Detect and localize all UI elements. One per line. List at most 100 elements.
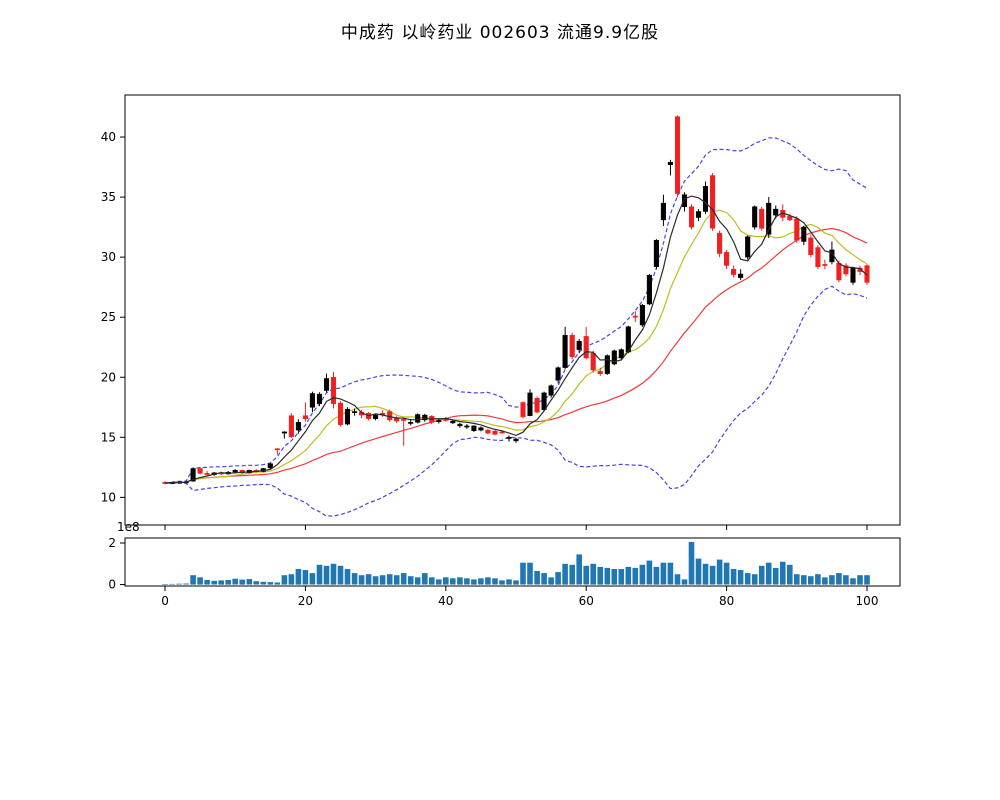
candle-body — [499, 431, 505, 434]
candle-body — [562, 334, 568, 368]
volume-bar — [625, 566, 632, 585]
candle-body — [548, 385, 554, 396]
candle-body — [541, 392, 547, 410]
volume-bar — [372, 576, 379, 585]
volume-bar — [850, 578, 856, 585]
volume-bar — [829, 575, 835, 585]
candle-body — [197, 468, 203, 474]
tick-label: 2 — [108, 536, 116, 550]
tick-label: 20 — [101, 370, 116, 384]
volume-bar — [260, 581, 267, 585]
ma-slow-line — [164, 227, 868, 484]
candle-body — [513, 438, 519, 442]
candle-body — [457, 423, 463, 427]
volume-bar — [358, 575, 365, 585]
volume-bar — [309, 573, 316, 585]
volume-bar — [386, 574, 393, 585]
volume-bar — [815, 574, 821, 585]
volume-bar — [681, 579, 688, 585]
candle-body — [836, 262, 842, 281]
tick-label: 40 — [101, 130, 116, 144]
candle-body — [857, 267, 863, 272]
candle-body — [302, 415, 308, 419]
candle-body — [738, 273, 744, 278]
volume-bar — [639, 564, 646, 585]
candle-body — [274, 448, 280, 451]
candle-body — [653, 240, 659, 267]
candle-body — [611, 350, 617, 365]
volume-bar — [197, 577, 203, 585]
candle-body — [527, 392, 533, 416]
volume-bar — [274, 582, 281, 585]
volume-bar — [590, 563, 596, 585]
tick-label: 30 — [101, 250, 116, 264]
tick-label: 0 — [161, 594, 169, 608]
candle-body — [506, 437, 512, 439]
volume-bar — [478, 578, 484, 585]
volume-bar — [618, 569, 625, 585]
candle-body — [485, 429, 491, 434]
volume-bar — [288, 574, 295, 585]
candle-body — [808, 237, 814, 255]
candle-body — [450, 420, 456, 424]
volume-bar — [302, 570, 309, 585]
volume-bar — [822, 577, 828, 585]
volume-bar — [730, 569, 737, 585]
volume-bar — [295, 569, 302, 585]
volume-bar — [436, 579, 442, 585]
tick-label: 10 — [101, 490, 116, 504]
volume-axes-frame — [124, 537, 901, 587]
volume-bar — [450, 578, 456, 585]
candle-body — [316, 393, 323, 404]
volume-bar — [499, 580, 505, 585]
candle-body — [590, 352, 596, 371]
tick-label: 15 — [101, 430, 116, 444]
volume-bar — [443, 577, 449, 585]
tick-label: 20 — [298, 594, 313, 608]
candle-body — [850, 267, 856, 283]
volume-bar — [211, 580, 217, 585]
volume-bar — [471, 579, 477, 585]
candle-body — [639, 304, 645, 326]
candle-body — [702, 186, 709, 212]
volume-bar — [323, 565, 330, 585]
chart-title: 中成药 以岭药业 002603 流通9.9亿股 — [340, 23, 660, 43]
volume-bar — [485, 577, 491, 585]
volume-bar — [351, 573, 358, 585]
volume-bar — [548, 577, 554, 585]
volume-bar — [190, 575, 196, 585]
candle-body — [759, 208, 765, 229]
volume-bar — [422, 573, 428, 585]
candle-body — [752, 206, 758, 228]
volume-bar — [716, 559, 723, 585]
volume-bar — [843, 575, 849, 585]
volume-bar — [534, 571, 540, 585]
candle-body — [408, 422, 414, 424]
candle-body — [555, 367, 561, 381]
volume-bar — [506, 579, 512, 585]
volume-bar — [457, 577, 463, 585]
volume-bar — [555, 572, 561, 585]
candle-body — [401, 419, 407, 421]
volume-bar — [737, 570, 744, 585]
candle-body — [815, 247, 821, 267]
tick-label: 25 — [101, 310, 116, 324]
candle-body — [569, 334, 575, 358]
candle-body — [534, 398, 540, 413]
volume-bar — [239, 579, 245, 585]
volume-bar — [316, 564, 323, 585]
volume-bar — [632, 567, 639, 585]
candle-body — [190, 468, 196, 482]
volume-bar — [646, 560, 653, 585]
volume-bar — [562, 563, 568, 585]
volume-bar — [688, 541, 695, 585]
volume-bar — [751, 574, 758, 585]
candle-body — [337, 402, 344, 425]
candle-body — [520, 402, 526, 418]
candle-body — [478, 427, 484, 431]
volume-bar — [723, 562, 730, 585]
candle-body — [731, 268, 737, 275]
